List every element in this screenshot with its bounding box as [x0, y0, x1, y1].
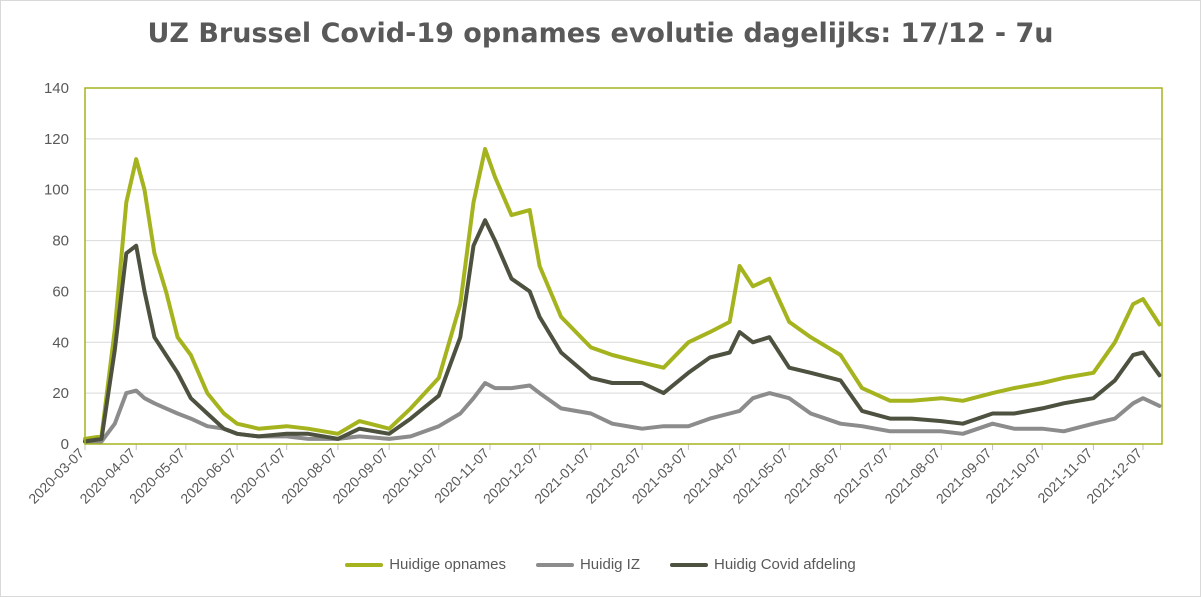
legend-swatch-huidige-opnames: [345, 562, 384, 567]
y-tick-label-120: 120: [44, 131, 69, 148]
legend-item-huidig-covid-afdeling: Huidig Covid afdeling: [670, 556, 856, 573]
legend-label-huidig-iz: Huidig IZ: [579, 556, 640, 573]
legend-item-huidig-iz: Huidig IZ: [535, 556, 640, 573]
series-line-huidige-opnames: [83, 147, 1162, 441]
y-axis-ticks: 0 20 40 60 80 100 120 140: [44, 80, 69, 453]
y-tick-label-0: 0: [61, 436, 69, 453]
y-tick-label-80: 80: [52, 233, 69, 250]
y-tick-label-40: 40: [52, 334, 69, 351]
series-layer: [83, 147, 1162, 444]
chart-title: UZ Brussel Covid-19 opnames evolutie dag…: [147, 18, 1054, 49]
legend-item-huidige-opnames: Huidige opnames: [345, 556, 506, 573]
legend-label-huidig-covid-afdeling: Huidig Covid afdeling: [714, 556, 856, 573]
y-tick-label-20: 20: [52, 385, 69, 402]
plot-area-border: [84, 87, 1163, 445]
y-tick-label-100: 100: [44, 182, 69, 199]
series-line-huidig-covid-afdeling: [83, 218, 1162, 444]
legend: Huidige opnames Huidig IZ Huidig Covid a…: [0, 556, 1201, 573]
x-axis-ticks: 2020-03-072020-04-072020-05-072020-06-07…: [25, 443, 1162, 507]
legend-swatch-huidig-iz: [535, 562, 574, 567]
y-tick-label-60: 60: [52, 283, 69, 300]
legend-swatch-huidig-covid-afdeling: [670, 562, 708, 567]
series-line-huidig-iz: [83, 381, 1162, 444]
y-tick-label-140: 140: [44, 80, 69, 97]
legend-label-huidige-opnames: Huidige opnames: [389, 556, 506, 573]
